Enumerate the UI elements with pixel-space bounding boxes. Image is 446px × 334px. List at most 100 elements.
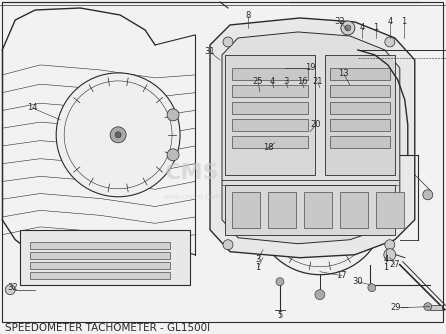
- Ellipse shape: [428, 46, 438, 53]
- Circle shape: [277, 112, 313, 148]
- Ellipse shape: [405, 120, 415, 127]
- Bar: [376, 192, 404, 228]
- Ellipse shape: [423, 46, 433, 53]
- Text: 1: 1: [373, 23, 379, 32]
- Ellipse shape: [423, 61, 433, 68]
- Polygon shape: [328, 75, 360, 102]
- Circle shape: [167, 149, 179, 161]
- Text: 20: 20: [311, 120, 321, 129]
- Ellipse shape: [388, 72, 398, 79]
- Text: 13: 13: [339, 69, 349, 78]
- Circle shape: [255, 145, 385, 275]
- Ellipse shape: [428, 148, 438, 155]
- Bar: [232, 192, 260, 228]
- Ellipse shape: [428, 38, 438, 45]
- Bar: [30, 262, 170, 269]
- Polygon shape: [210, 18, 415, 258]
- Circle shape: [260, 140, 266, 146]
- Ellipse shape: [428, 61, 438, 68]
- Circle shape: [110, 127, 126, 143]
- Circle shape: [276, 278, 284, 286]
- Bar: [232, 85, 308, 97]
- Text: 18: 18: [263, 143, 273, 152]
- Bar: [330, 85, 390, 97]
- Text: 4: 4: [383, 255, 388, 264]
- Circle shape: [341, 21, 355, 35]
- Ellipse shape: [363, 46, 373, 53]
- Ellipse shape: [403, 72, 413, 79]
- Text: 8: 8: [245, 11, 251, 20]
- Circle shape: [223, 240, 233, 250]
- Ellipse shape: [368, 46, 378, 53]
- Ellipse shape: [353, 46, 363, 53]
- Text: SPEEDOMETER TACHOMETER - GL1500I: SPEEDOMETER TACHOMETER - GL1500I: [5, 323, 211, 333]
- Circle shape: [423, 190, 433, 200]
- Bar: [330, 136, 390, 148]
- Ellipse shape: [398, 72, 408, 79]
- Ellipse shape: [428, 85, 438, 92]
- Bar: [325, 55, 395, 175]
- Bar: [304, 192, 332, 228]
- Text: 30: 30: [352, 277, 363, 286]
- Ellipse shape: [358, 46, 368, 53]
- Text: 32: 32: [334, 17, 345, 26]
- Ellipse shape: [423, 38, 433, 45]
- Ellipse shape: [428, 124, 438, 131]
- Circle shape: [242, 32, 248, 38]
- Text: 14: 14: [27, 104, 37, 112]
- Circle shape: [231, 56, 245, 70]
- Bar: [225, 185, 395, 235]
- Ellipse shape: [428, 105, 438, 111]
- Text: 4: 4: [269, 77, 275, 87]
- Bar: [232, 102, 308, 114]
- Ellipse shape: [403, 105, 413, 111]
- Bar: [30, 272, 170, 279]
- Circle shape: [258, 56, 272, 70]
- Circle shape: [339, 83, 349, 93]
- Circle shape: [252, 32, 258, 38]
- Circle shape: [317, 207, 323, 213]
- Circle shape: [368, 284, 376, 292]
- Bar: [330, 68, 390, 80]
- Text: 1: 1: [256, 263, 260, 272]
- Circle shape: [262, 32, 268, 38]
- Text: 32: 32: [7, 283, 17, 292]
- Bar: [232, 136, 308, 148]
- Ellipse shape: [397, 89, 407, 96]
- Ellipse shape: [423, 132, 433, 139]
- Circle shape: [385, 37, 395, 47]
- Text: 1: 1: [401, 17, 406, 26]
- Ellipse shape: [393, 72, 403, 79]
- Circle shape: [212, 55, 218, 61]
- Ellipse shape: [402, 89, 412, 96]
- Text: 21: 21: [313, 77, 323, 87]
- Text: www.cmsnl.com: www.cmsnl.com: [163, 194, 220, 200]
- Ellipse shape: [428, 132, 438, 139]
- Ellipse shape: [423, 69, 433, 76]
- Text: 3: 3: [283, 77, 289, 87]
- Polygon shape: [245, 128, 282, 160]
- Ellipse shape: [370, 58, 380, 65]
- Ellipse shape: [380, 58, 390, 65]
- Circle shape: [255, 135, 271, 151]
- Bar: [30, 252, 170, 259]
- Circle shape: [272, 32, 278, 38]
- Circle shape: [315, 290, 325, 300]
- Text: 1: 1: [383, 263, 388, 272]
- Ellipse shape: [385, 58, 395, 65]
- Circle shape: [5, 285, 15, 295]
- Ellipse shape: [428, 69, 438, 76]
- Circle shape: [231, 139, 239, 147]
- Circle shape: [385, 240, 395, 250]
- Polygon shape: [222, 32, 400, 244]
- Circle shape: [56, 73, 180, 197]
- Ellipse shape: [423, 105, 433, 111]
- Ellipse shape: [375, 58, 385, 65]
- Text: 16: 16: [297, 77, 307, 87]
- Text: 3: 3: [255, 255, 260, 264]
- Circle shape: [115, 132, 121, 138]
- Polygon shape: [220, 45, 285, 85]
- Text: 25: 25: [253, 77, 263, 87]
- Bar: [232, 119, 308, 131]
- Ellipse shape: [423, 85, 433, 92]
